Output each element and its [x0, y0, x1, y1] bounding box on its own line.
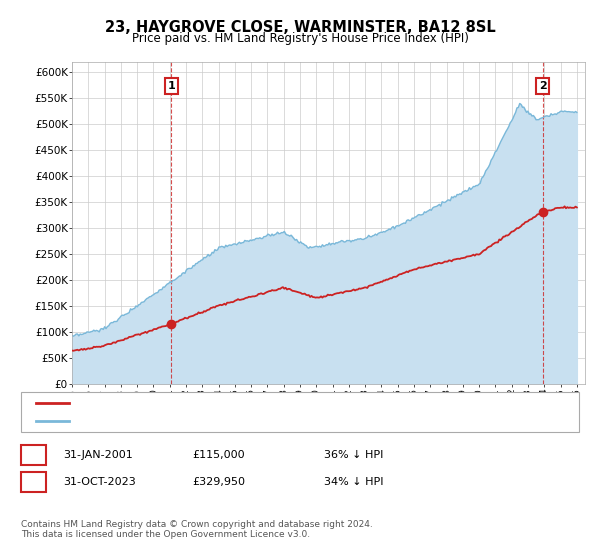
Text: 31-OCT-2023: 31-OCT-2023: [63, 477, 136, 487]
Text: Contains HM Land Registry data © Crown copyright and database right 2024.
This d: Contains HM Land Registry data © Crown c…: [21, 520, 373, 539]
Text: 36% ↓ HPI: 36% ↓ HPI: [324, 450, 383, 460]
Text: 1: 1: [167, 81, 175, 91]
Text: 23, HAYGROVE CLOSE, WARMINSTER, BA12 8SL: 23, HAYGROVE CLOSE, WARMINSTER, BA12 8SL: [104, 20, 496, 35]
Text: 31-JAN-2001: 31-JAN-2001: [63, 450, 133, 460]
Text: 1: 1: [29, 449, 38, 462]
Text: Price paid vs. HM Land Registry's House Price Index (HPI): Price paid vs. HM Land Registry's House …: [131, 32, 469, 45]
Text: 34% ↓ HPI: 34% ↓ HPI: [324, 477, 383, 487]
Text: HPI: Average price, detached house, Wiltshire: HPI: Average price, detached house, Wilt…: [75, 417, 314, 426]
Text: 23, HAYGROVE CLOSE, WARMINSTER, BA12 8SL (detached house): 23, HAYGROVE CLOSE, WARMINSTER, BA12 8SL…: [75, 398, 418, 408]
Text: £329,950: £329,950: [192, 477, 245, 487]
Text: £115,000: £115,000: [192, 450, 245, 460]
Text: 2: 2: [539, 81, 547, 91]
Text: 2: 2: [29, 475, 38, 488]
